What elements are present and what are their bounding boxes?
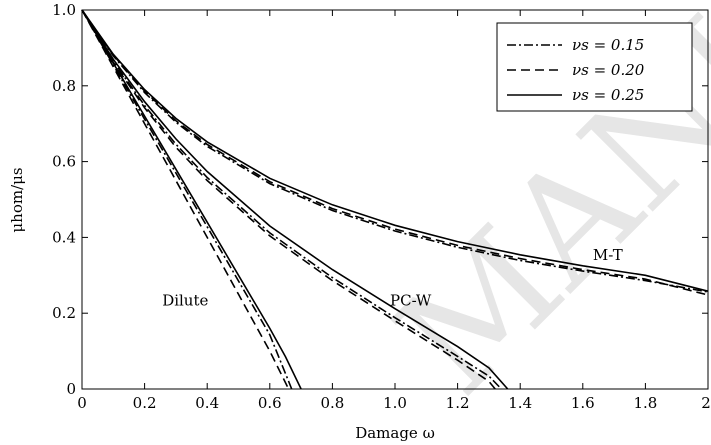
x-tick-label: 1.6 xyxy=(571,394,595,412)
series-line-pc-w-dashdot xyxy=(81,9,502,390)
legend-label: νs = 0.20 xyxy=(572,61,645,79)
x-tick-label: 0.4 xyxy=(195,394,219,412)
x-tick-label: 1.0 xyxy=(383,394,407,412)
x-tick-label: 2 xyxy=(701,394,711,412)
y-tick-label: 0 xyxy=(66,380,76,398)
legend-label: νs = 0.25 xyxy=(572,86,644,104)
annotation-mt: M-T xyxy=(593,246,623,264)
x-tick-label: 0 xyxy=(77,394,87,412)
y-tick-label: 0.6 xyxy=(52,153,76,171)
x-tick-label: 1.2 xyxy=(446,394,470,412)
series-line-m-t-dashed xyxy=(81,9,709,296)
x-tick-label: 0.6 xyxy=(258,394,282,412)
series-line-pc-w-dashed xyxy=(81,9,496,390)
y-tick-label: 0.8 xyxy=(52,77,76,95)
y-tick-label: 1.0 xyxy=(52,1,76,19)
series-line-dilute-dashed xyxy=(81,9,290,390)
legend: νs = 0.15 νs = 0.20 νs = 0.25 xyxy=(496,22,693,112)
series-line-m-t-solid xyxy=(81,9,709,292)
series-line-dilute-dashdot xyxy=(81,9,293,390)
ticks-layer: 0 0.2 0.4 0.6 0.8 1.0 1.2 1.4 1.6 1.8 2 0 0.2 0.4 0.6 0… xyxy=(52,1,711,412)
x-axis-label: Damage ω xyxy=(355,424,435,442)
series-line-dilute-solid xyxy=(81,9,302,390)
x-tick-label: 1.8 xyxy=(633,394,657,412)
annotation-pcw: PC-W xyxy=(390,292,432,310)
series-layer xyxy=(81,9,709,390)
legend-label: νs = 0.15 xyxy=(572,36,644,54)
annotation-dilute: Dilute xyxy=(162,292,208,310)
plot-frame xyxy=(81,9,709,390)
legend-entries: νs = 0.15 νs = 0.20 νs = 0.25 xyxy=(507,36,645,104)
x-tick-label: 0.8 xyxy=(320,394,344,412)
annotation-layer: Dilute PC-W M-T xyxy=(162,246,623,309)
y-axis-label: μhom/μs xyxy=(8,167,26,232)
y-tick-label: 0.2 xyxy=(52,304,76,322)
series-line-m-t-dashdot xyxy=(81,9,709,293)
legend-box xyxy=(496,22,693,112)
series-line-pc-w-solid xyxy=(81,9,509,390)
x-tick-label: 0.2 xyxy=(133,394,157,412)
x-tick-label: 1.4 xyxy=(508,394,532,412)
y-tick-label: 0.4 xyxy=(52,228,76,246)
